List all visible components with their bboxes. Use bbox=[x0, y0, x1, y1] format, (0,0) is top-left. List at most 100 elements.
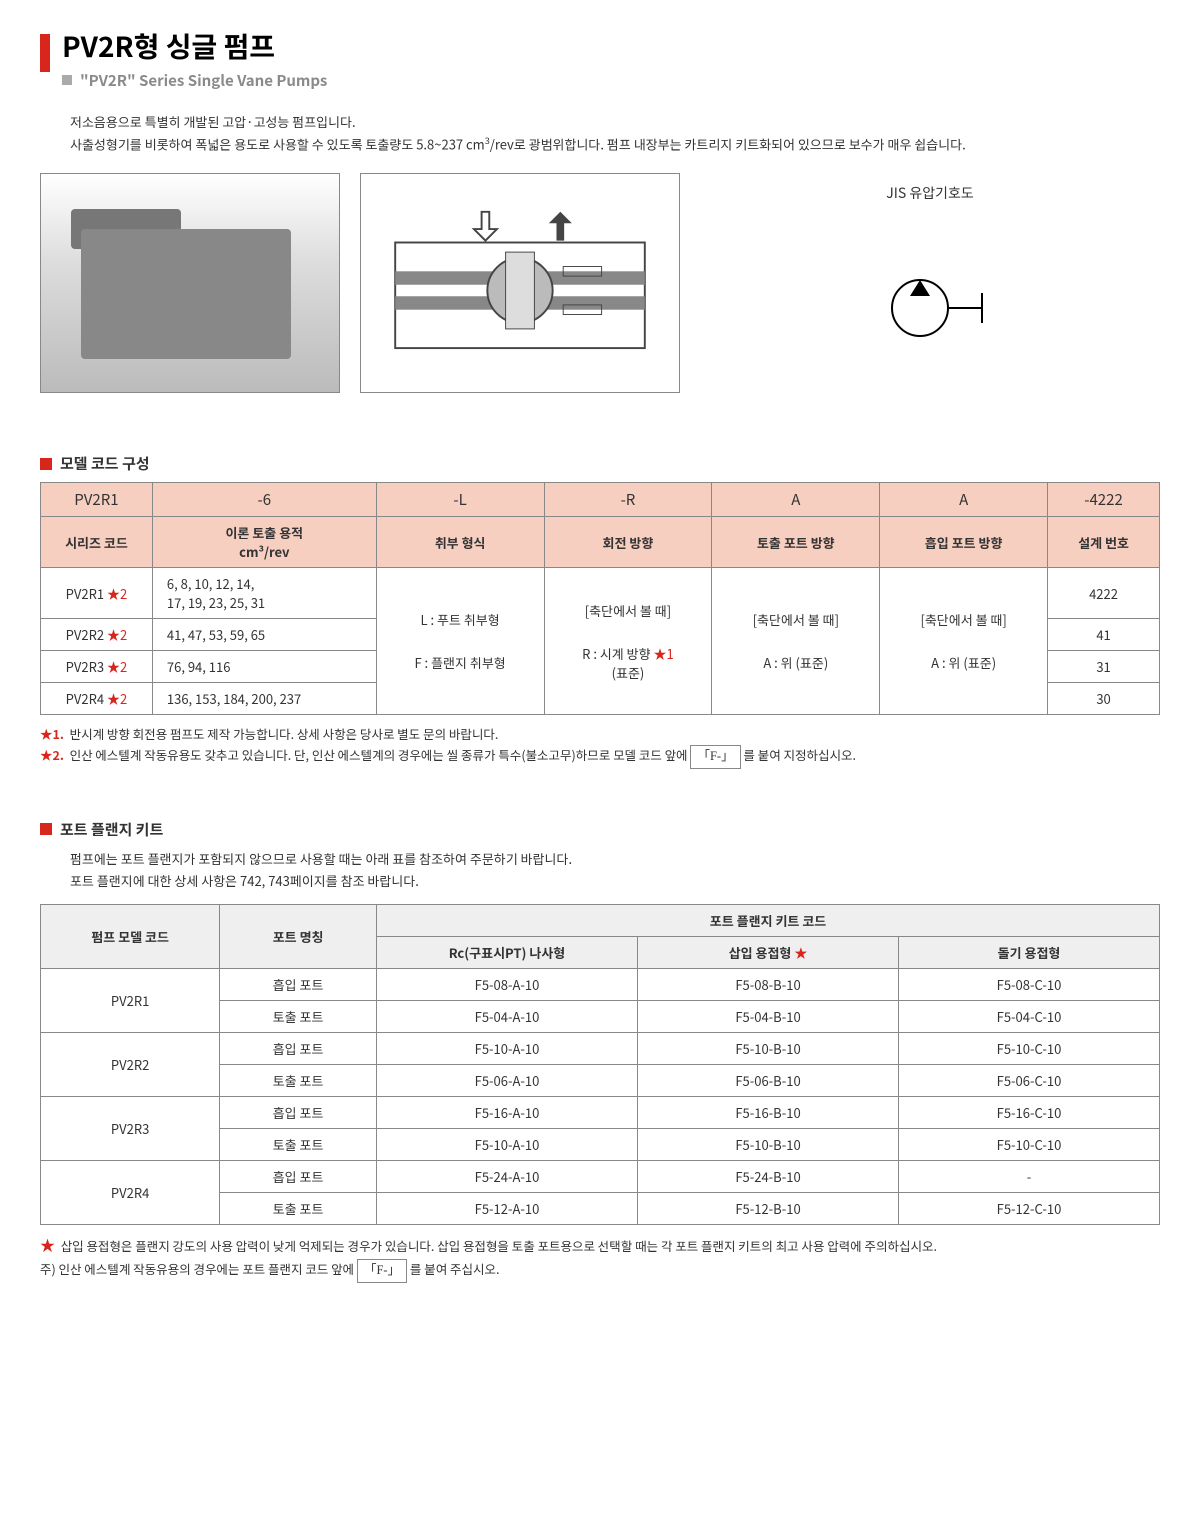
rotation-direction: [축단에서 볼 때] R : 시계 방향 ★1 (표준) bbox=[544, 568, 712, 715]
kit-code: F5-06-A-10 bbox=[377, 1064, 638, 1096]
note-line: ★2. 인산 에스텔계 작동유용도 갖추고 있습니다. 단, 인산 에스텔계의 … bbox=[40, 744, 1160, 768]
series-code: PV2R1 ★2 bbox=[41, 568, 153, 619]
kit-code: F5-24-B-10 bbox=[638, 1160, 899, 1192]
col-header: 돌기 용접형 bbox=[898, 936, 1159, 968]
kit-code: F5-10-B-10 bbox=[638, 1128, 899, 1160]
intro-line: 펌프에는 포트 플랜지가 포함되지 않으므로 사용할 때는 아래 표를 참조하여… bbox=[70, 848, 1160, 870]
prefix-code: 「F-」 bbox=[690, 745, 740, 768]
design-number: 30 bbox=[1048, 683, 1160, 715]
intro-line: 저소음용으로 특별히 개발된 고압·고성능 펌프입니다. bbox=[70, 111, 1160, 133]
kit-code: F5-04-A-10 bbox=[377, 1000, 638, 1032]
kit-code: F5-10-C-10 bbox=[898, 1032, 1159, 1064]
port-name: 흡입 포트 bbox=[220, 968, 377, 1000]
note-line: 주) 인산 에스텔계 작동유용의 경우에는 포트 플랜지 코드 앞에 「F-」 … bbox=[40, 1258, 1160, 1282]
kit-code: F5-16-C-10 bbox=[898, 1096, 1159, 1128]
col-example: A bbox=[880, 483, 1048, 517]
pump-model: PV2R3 bbox=[41, 1096, 220, 1160]
port-name: 토출 포트 bbox=[220, 1064, 377, 1096]
col-header: 취부 형식 bbox=[376, 517, 544, 568]
subtitle-bullet bbox=[62, 75, 72, 85]
series-code: PV2R4 ★2 bbox=[41, 683, 153, 715]
kit-code: F5-08-B-10 bbox=[638, 968, 899, 1000]
col-header: 토출 포트 방향 bbox=[712, 517, 880, 568]
port-name: 토출 포트 bbox=[220, 1000, 377, 1032]
series-code: PV2R3 ★2 bbox=[41, 651, 153, 683]
col-example: -R bbox=[544, 483, 712, 517]
section-bullet bbox=[40, 458, 52, 470]
col-example: -6 bbox=[152, 483, 376, 517]
section-bullet bbox=[40, 823, 52, 835]
design-number: 31 bbox=[1048, 651, 1160, 683]
col-header: 펌프 모델 코드 bbox=[41, 904, 220, 968]
col-header: 시리즈 코드 bbox=[41, 517, 153, 568]
table-row: PV2R3흡입 포트F5-16-A-10F5-16-B-10F5-16-C-10 bbox=[41, 1096, 1160, 1128]
col-header: Rc(구표시PT) 나사형 bbox=[377, 936, 638, 968]
col-example: PV2R1 bbox=[41, 483, 153, 517]
kit-code: - bbox=[898, 1160, 1159, 1192]
port-name: 흡입 포트 bbox=[220, 1160, 377, 1192]
design-number: 41 bbox=[1048, 619, 1160, 651]
kit-code: F5-04-B-10 bbox=[638, 1000, 899, 1032]
port-name: 흡입 포트 bbox=[220, 1032, 377, 1064]
table-row: PV2R1 -6 -L -R A A -4222 bbox=[41, 483, 1160, 517]
col-header: 흡입 포트 방향 bbox=[880, 517, 1048, 568]
kit-code: F5-24-A-10 bbox=[377, 1160, 638, 1192]
col-header: 삽입 용접형 ★ bbox=[638, 936, 899, 968]
pump-model: PV2R2 bbox=[41, 1032, 220, 1096]
displacement-values: 76, 94, 116 bbox=[152, 651, 376, 683]
design-number: 4222 bbox=[1048, 568, 1160, 619]
kit-code: F5-12-A-10 bbox=[377, 1192, 638, 1224]
flange-intro: 펌프에는 포트 플랜지가 포함되지 않으므로 사용할 때는 아래 표를 참조하여… bbox=[70, 848, 1160, 892]
flange-notes: ★ 삽입 용접형은 플랜지 강도의 사용 압력이 낮게 억제되는 경우가 있습니… bbox=[40, 1233, 1160, 1283]
displacement-values: 6, 8, 10, 12, 14, 17, 19, 23, 25, 31 bbox=[152, 568, 376, 619]
note-line: ★ 삽입 용접형은 플랜지 강도의 사용 압력이 낮게 억제되는 경우가 있습니… bbox=[40, 1233, 1160, 1259]
col-header: 포트 명칭 bbox=[220, 904, 377, 968]
col-example: -4222 bbox=[1048, 483, 1160, 517]
col-header: 이론 토출 용적 cm³/rev bbox=[152, 517, 376, 568]
page-header: PV2R형 싱글 펌프 "PV2R" Series Single Vane Pu… bbox=[40, 30, 1160, 91]
col-header: 포트 플랜지 키트 코드 bbox=[377, 904, 1160, 936]
hydraulic-symbol-icon bbox=[870, 263, 990, 357]
pump-model: PV2R1 bbox=[41, 968, 220, 1032]
page-subtitle: "PV2R" Series Single Vane Pumps bbox=[80, 70, 327, 91]
intro-line: 사출성형기를 비롯하여 폭넓은 용도로 사용할 수 있도록 토출량도 5.8~2… bbox=[70, 133, 1160, 155]
page-title: PV2R형 싱글 펌프 bbox=[62, 30, 327, 64]
table-row: 시리즈 코드 이론 토출 용적 cm³/rev 취부 형식 회전 방향 토출 포… bbox=[41, 517, 1160, 568]
col-example: -L bbox=[376, 483, 544, 517]
col-header: 회전 방향 bbox=[544, 517, 712, 568]
section-header-model: 모델 코드 구성 bbox=[40, 453, 1160, 474]
note-line: ★1. 반시계 방향 회전용 펌프도 제작 가능합니다. 상세 사항은 당사로 … bbox=[40, 723, 1160, 744]
kit-code: F5-04-C-10 bbox=[898, 1000, 1159, 1032]
kit-code: F5-10-A-10 bbox=[377, 1128, 638, 1160]
col-example: A bbox=[712, 483, 880, 517]
symbol-label: JIS 유압기호도 bbox=[886, 183, 973, 203]
kit-code: F5-10-C-10 bbox=[898, 1128, 1159, 1160]
section-header-flange: 포트 플랜지 키트 bbox=[40, 819, 1160, 840]
col-header: 설계 번호 bbox=[1048, 517, 1160, 568]
table-row: PV2R1흡입 포트F5-08-A-10F5-08-B-10F5-08-C-10 bbox=[41, 968, 1160, 1000]
port-name: 토출 포트 bbox=[220, 1192, 377, 1224]
subtitle-row: "PV2R" Series Single Vane Pumps bbox=[62, 70, 327, 91]
kit-code: F5-08-C-10 bbox=[898, 968, 1159, 1000]
kit-code: F5-16-A-10 bbox=[377, 1096, 638, 1128]
title-accent-bar bbox=[40, 34, 50, 72]
cross-section-diagram bbox=[360, 173, 680, 393]
section-title: 모델 코드 구성 bbox=[60, 453, 150, 474]
table-row: PV2R2흡입 포트F5-10-A-10F5-10-B-10F5-10-C-10 bbox=[41, 1032, 1160, 1064]
kit-code: F5-06-B-10 bbox=[638, 1064, 899, 1096]
symbol-column: JIS 유압기호도 bbox=[700, 173, 1160, 357]
model-code-table: PV2R1 -6 -L -R A A -4222 시리즈 코드 이론 토출 용적… bbox=[40, 482, 1160, 715]
table-row: PV2R1 ★2 6, 8, 10, 12, 14, 17, 19, 23, 2… bbox=[41, 568, 1160, 619]
kit-code: F5-12-C-10 bbox=[898, 1192, 1159, 1224]
table-row: PV2R4흡입 포트F5-24-A-10F5-24-B-10- bbox=[41, 1160, 1160, 1192]
displacement-values: 136, 153, 184, 200, 237 bbox=[152, 683, 376, 715]
product-photo bbox=[40, 173, 340, 393]
inlet-port-direction: [축단에서 볼 때] A : 위 (표준) bbox=[880, 568, 1048, 715]
kit-code: F5-10-A-10 bbox=[377, 1032, 638, 1064]
model-notes: ★1. 반시계 방향 회전용 펌프도 제작 가능합니다. 상세 사항은 당사로 … bbox=[40, 723, 1160, 769]
intro-text: 저소음용으로 특별히 개발된 고압·고성능 펌프입니다. 사출성형기를 비롯하여… bbox=[70, 111, 1160, 156]
kit-code: F5-10-B-10 bbox=[638, 1032, 899, 1064]
kit-code: F5-08-A-10 bbox=[377, 968, 638, 1000]
figure-row: JIS 유압기호도 bbox=[40, 173, 1160, 393]
outlet-port-direction: [축단에서 볼 때] A : 위 (표준) bbox=[712, 568, 880, 715]
